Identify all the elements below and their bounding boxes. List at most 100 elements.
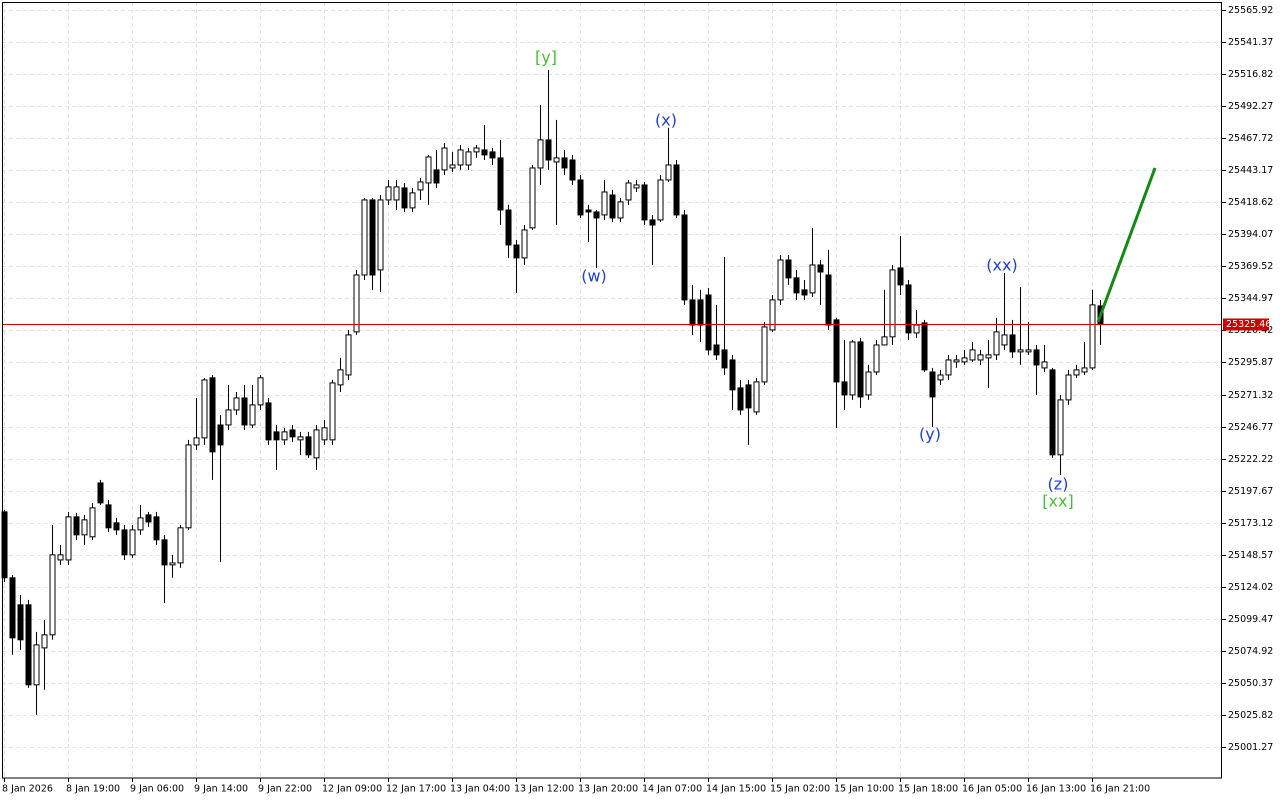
candle-body xyxy=(721,349,728,369)
candle-body xyxy=(985,354,992,359)
candle-body xyxy=(625,182,632,201)
candle-body xyxy=(97,482,104,504)
candle-body xyxy=(785,259,792,279)
candle-body xyxy=(897,267,904,286)
x-tick-label: 8 Jan 2026 xyxy=(2,784,53,795)
y-tick-label: 25025.82 xyxy=(1228,710,1273,721)
candle-body xyxy=(521,229,528,259)
candle-body xyxy=(17,604,24,641)
candle-body xyxy=(873,344,880,373)
y-tick-label: 25443.17 xyxy=(1228,165,1273,176)
y-tick-label: 25295.87 xyxy=(1228,357,1273,368)
candle-body xyxy=(825,274,832,326)
candle-body xyxy=(745,384,752,409)
candle-body xyxy=(937,374,944,381)
candle-body xyxy=(89,507,96,538)
candle-body xyxy=(553,157,560,163)
candle-body xyxy=(777,259,784,301)
candle-body xyxy=(249,404,256,426)
y-tick-label: 25197.67 xyxy=(1228,486,1273,497)
candle-body xyxy=(361,199,368,276)
y-tick-label: 25467.72 xyxy=(1228,133,1273,144)
candle-body xyxy=(569,159,576,181)
candle-body xyxy=(585,209,592,213)
candle-body xyxy=(1033,349,1040,366)
current-price-box xyxy=(1223,318,1269,331)
candle-body xyxy=(105,504,112,529)
plot-frame xyxy=(2,2,1222,779)
candle-body xyxy=(713,344,720,356)
candle-body xyxy=(969,349,976,361)
candle-body xyxy=(473,147,480,153)
candle-body xyxy=(1057,399,1064,456)
x-tick-label: 9 Jan 14:00 xyxy=(194,784,248,795)
candle-body xyxy=(305,436,312,456)
x-tick-label: 12 Jan 17:00 xyxy=(386,784,446,795)
candle-body xyxy=(617,201,624,219)
candle-body xyxy=(297,436,304,441)
candle-body xyxy=(161,539,168,566)
candle-body xyxy=(401,187,408,209)
y-tick-label: 25001.27 xyxy=(1228,742,1273,753)
candle-body xyxy=(409,192,416,209)
candle-body xyxy=(233,397,240,411)
wave-label: (y) xyxy=(919,425,941,444)
candle-body xyxy=(425,156,432,184)
candle-body xyxy=(1017,349,1024,353)
wave-label: (z) xyxy=(1048,475,1069,494)
candle-body xyxy=(1049,369,1056,456)
candle-body xyxy=(121,529,128,556)
candle-body xyxy=(921,322,928,371)
candle-body xyxy=(385,186,392,201)
candle-body xyxy=(537,139,544,169)
candle-body xyxy=(457,149,464,166)
candle-body xyxy=(129,529,136,556)
candle-body xyxy=(225,409,232,426)
y-tick-label: 25516.82 xyxy=(1228,69,1273,80)
candle-body xyxy=(193,437,200,446)
candle-body xyxy=(665,164,672,181)
candle-body xyxy=(657,179,664,221)
candle-body xyxy=(377,199,384,271)
candle-body xyxy=(449,164,456,169)
candle-body xyxy=(1041,361,1048,369)
x-tick-label: 9 Jan 22:00 xyxy=(258,784,312,795)
candle-body xyxy=(633,184,640,189)
candle-body xyxy=(153,516,160,541)
wave-label: [xx] xyxy=(1042,492,1073,511)
candle-body xyxy=(201,379,208,439)
y-tick-label: 25369.52 xyxy=(1228,261,1273,272)
candle-body xyxy=(681,214,688,301)
candle-body xyxy=(761,326,768,383)
candle-body xyxy=(865,371,872,396)
candle-body xyxy=(481,149,488,156)
candle-body xyxy=(417,181,424,191)
candle-body xyxy=(73,516,80,536)
candle-body xyxy=(857,341,864,398)
candle-body xyxy=(1073,369,1080,376)
x-tick-label: 9 Jan 06:00 xyxy=(130,784,184,795)
candle-body xyxy=(513,244,520,259)
candle-body xyxy=(689,299,696,326)
candles xyxy=(1,69,1222,715)
candle-body xyxy=(41,634,48,649)
wave-label: (x) xyxy=(655,111,677,130)
y-tick-label: 25246.77 xyxy=(1228,422,1273,433)
y-tick-label: 25565.92 xyxy=(1228,5,1273,16)
x-tick-label: 15 Jan 02:00 xyxy=(770,784,830,795)
candle-body xyxy=(801,289,808,296)
candle-body xyxy=(913,324,920,334)
candle-body xyxy=(489,151,496,159)
candle-body xyxy=(1081,367,1088,373)
candle-body xyxy=(497,157,504,211)
candle-body xyxy=(1001,334,1008,346)
y-tick-label: 25271.32 xyxy=(1228,390,1273,401)
candle-body xyxy=(945,359,952,376)
y-tick-label: 25099.47 xyxy=(1228,614,1273,625)
candle-body xyxy=(57,554,64,561)
candle-body xyxy=(697,299,704,326)
y-tick-label: 25074.92 xyxy=(1228,646,1273,657)
candle-body xyxy=(281,431,288,441)
y-tick-label: 25173.12 xyxy=(1228,518,1273,529)
candle-body xyxy=(577,179,584,216)
